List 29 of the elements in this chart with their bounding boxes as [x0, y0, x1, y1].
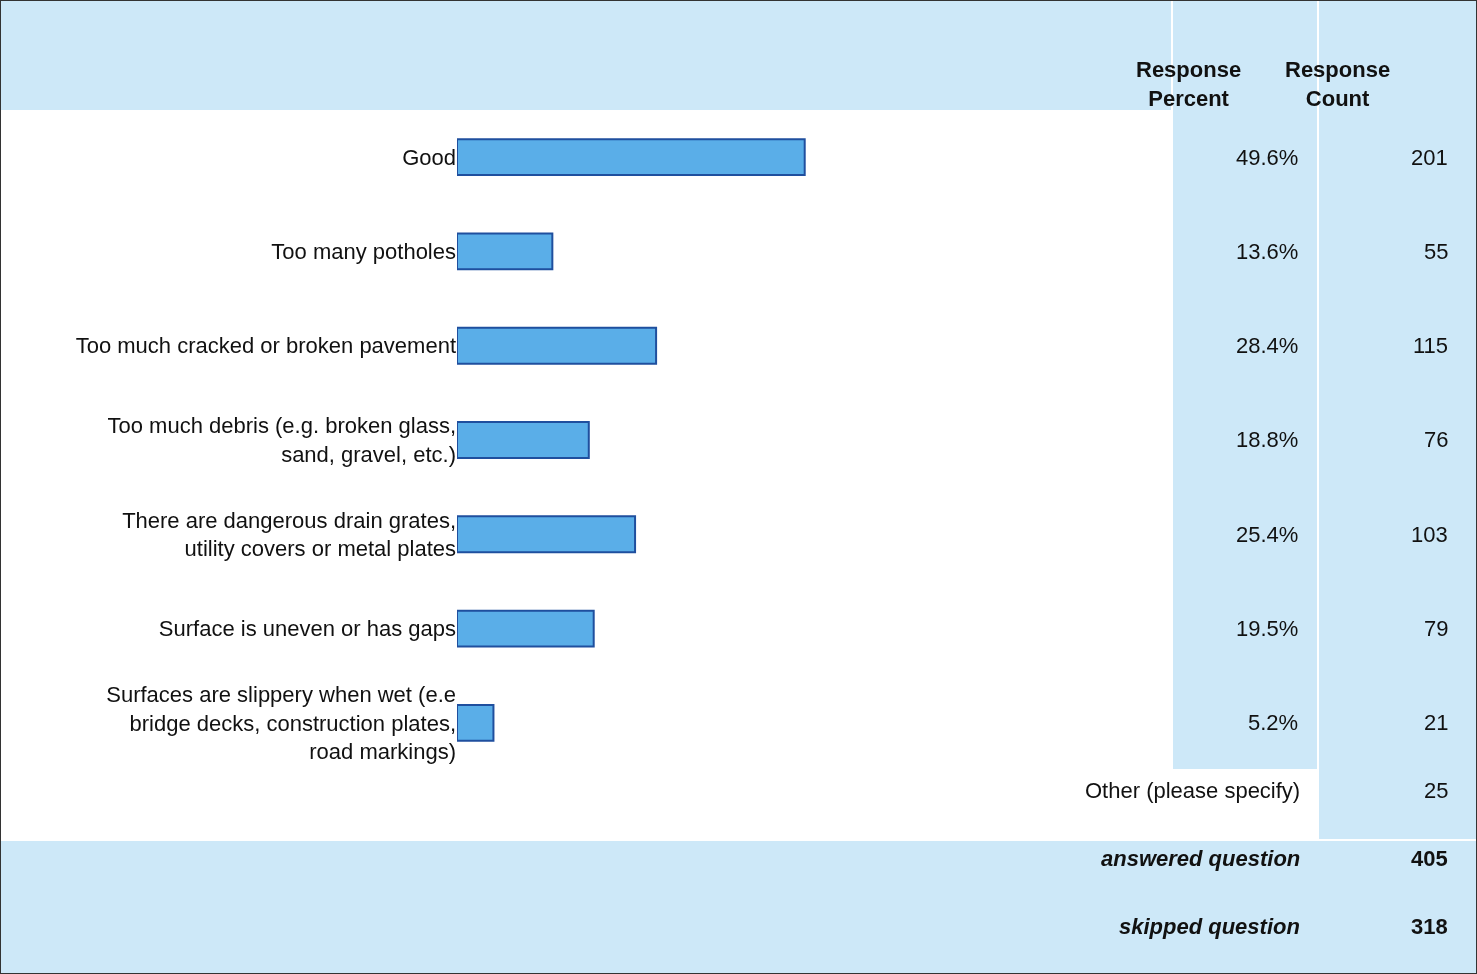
text: 115	[1413, 333, 1449, 358]
text: 103	[1411, 522, 1448, 547]
y-tick-label: Surface is uneven or has gaps	[158, 616, 456, 642]
text: 55	[1424, 239, 1449, 264]
data-label: 19.5%	[1236, 616, 1299, 641]
data-label: 28.4%	[1236, 333, 1299, 358]
y-tick-label: Too much debris (e.g. broken glass, sand, gravel, etc.)	[107, 413, 456, 467]
text: Response Count	[1285, 57, 1391, 111]
y-tick-label: Too much cracked or broken pavement	[75, 333, 456, 359]
y-tick-label: Surfaces are slippery when wet (e.e bridge decks, construction plates, road markings)	[106, 681, 456, 765]
text: Response Percent	[1136, 57, 1242, 111]
data-label: 25.4%	[1236, 522, 1299, 547]
y-tick-label: Too many potholes	[271, 239, 456, 265]
text: 318	[1411, 914, 1448, 939]
y-tick-label: There are dangerous drain grates, utility covers or metal plates	[122, 507, 456, 562]
y-tick-label: Good	[402, 144, 456, 170]
data-label: 13.6%	[1236, 239, 1299, 264]
data-label: 49.6%	[1236, 145, 1299, 170]
text: 201	[1411, 145, 1448, 170]
text: answered question	[1101, 846, 1301, 871]
data-label: 18.8%	[1236, 427, 1299, 452]
text: 21	[1424, 710, 1449, 735]
text: 76	[1424, 427, 1449, 452]
text: 79	[1424, 616, 1449, 641]
text: 405	[1411, 846, 1448, 871]
text: skipped question	[1119, 914, 1300, 939]
data-label: 5.2%	[1248, 710, 1299, 735]
text: Other (please specify)	[1085, 778, 1301, 803]
text: 25	[1424, 778, 1449, 803]
